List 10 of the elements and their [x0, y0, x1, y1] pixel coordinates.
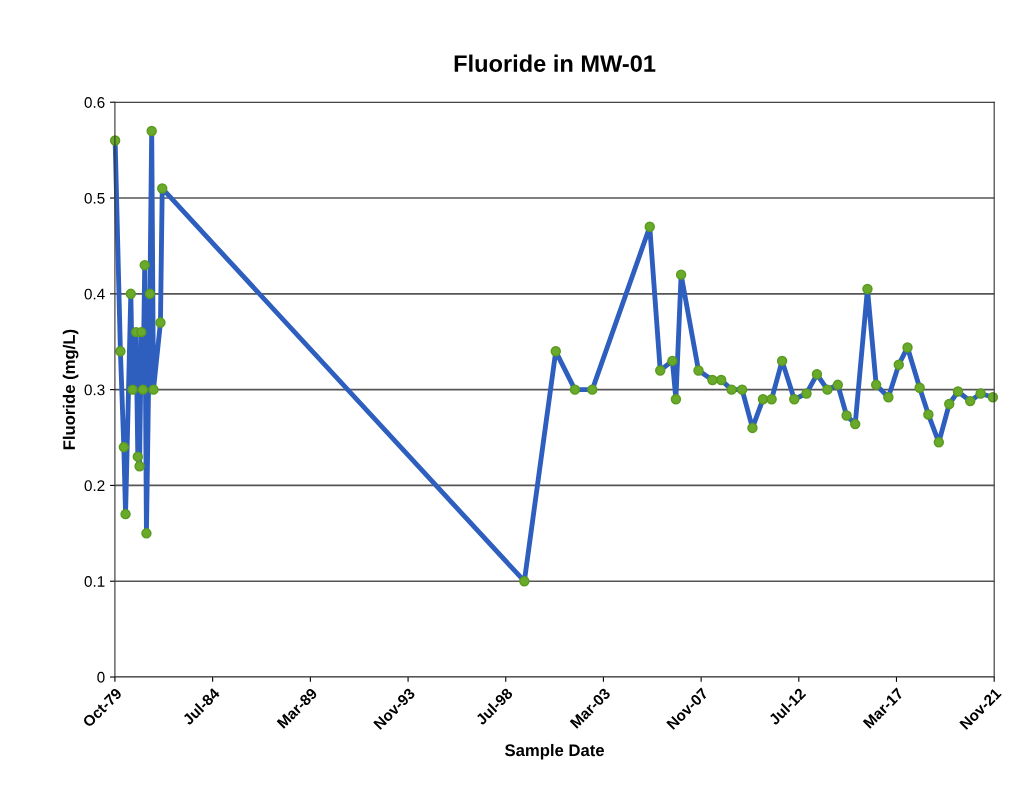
- y-tick-label: 0.2: [84, 480, 105, 492]
- y-axis-title: Fluoride (mg/L): [62, 329, 79, 450]
- y-tick-label: 0.5: [84, 192, 105, 204]
- chart-title: Fluoride in MW-01: [454, 54, 656, 72]
- y-tick-label: 0: [97, 671, 105, 683]
- y-tick-label: 0.4: [84, 288, 105, 300]
- y-tick-label: 0.6: [84, 97, 105, 108]
- x-axis-title: Sample Date: [505, 743, 605, 760]
- y-tick-label: 0.1: [84, 576, 105, 587]
- y-tick-label: 0.3: [84, 384, 105, 396]
